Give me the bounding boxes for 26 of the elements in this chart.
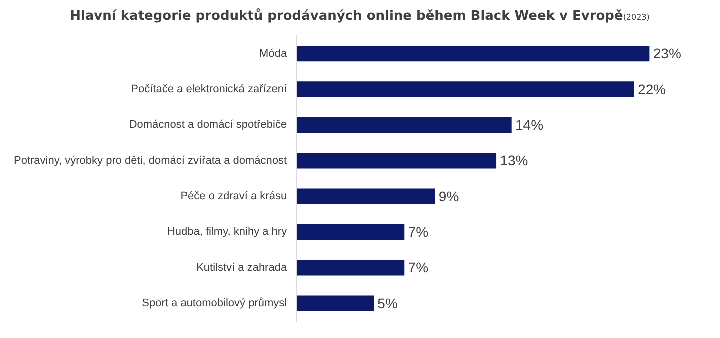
bar (297, 117, 512, 134)
data-label: 23% (653, 46, 682, 62)
y-tick-label: Móda (260, 48, 288, 60)
y-tick-label: Potraviny, výrobky pro děti, domácí zvířata a domácnost (14, 154, 288, 167)
data-label: 13% (500, 152, 528, 169)
data-label: 7% (408, 260, 429, 276)
y-tick-label: Kutilství a zahrada (196, 262, 288, 274)
y-tick-label: Domácnost a domácí spotřebiče (129, 119, 288, 132)
chart-subtitle: (2023) (623, 13, 650, 22)
bar (297, 82, 634, 98)
bar (297, 188, 436, 204)
y-tick-label: Péče o zdraví a krásu (180, 190, 288, 203)
y-tick-label: Sport a automobilový průmysl (142, 298, 288, 310)
data-label: 5% (378, 295, 398, 312)
data-label: 7% (408, 224, 429, 240)
chart-title: Hlavní kategorie produktů prodávaných online během Black Week v Evropě (70, 9, 624, 24)
y-tick-label: Hudba, filmy, knihy a hry (167, 226, 288, 238)
bar (297, 153, 497, 169)
bar (297, 296, 374, 312)
data-label: 14% (516, 117, 544, 134)
data-label: 22% (638, 81, 666, 98)
bar (297, 224, 405, 240)
bar (297, 260, 405, 276)
data-label: 9% (438, 188, 460, 204)
y-tick-label: Počítače a elektronická zařízení (131, 84, 288, 96)
bar (297, 46, 650, 62)
